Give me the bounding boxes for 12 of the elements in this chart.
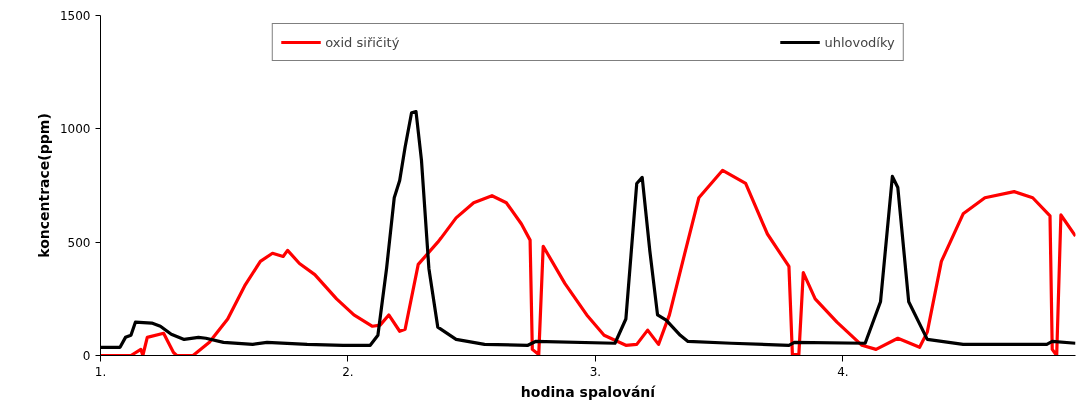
y-axis-title: koncentrace(ppm) (35, 113, 52, 258)
legend-label: uhlovodíky (824, 34, 895, 50)
x-tick-label: 2. (342, 364, 354, 379)
y-tick-label: 1000 (59, 122, 91, 137)
y-tick-label: 1500 (59, 9, 91, 23)
x-tick-label: 3. (589, 364, 602, 379)
y-tick-label: 0 (82, 349, 91, 363)
x-tick-label: 4. (837, 364, 849, 379)
legend-label: oxid siřičitý (325, 34, 400, 50)
x-axis-title: hodina spalování (520, 383, 657, 400)
x-tick-label: 1. (94, 364, 107, 379)
y-tick-label: 500 (67, 235, 91, 250)
